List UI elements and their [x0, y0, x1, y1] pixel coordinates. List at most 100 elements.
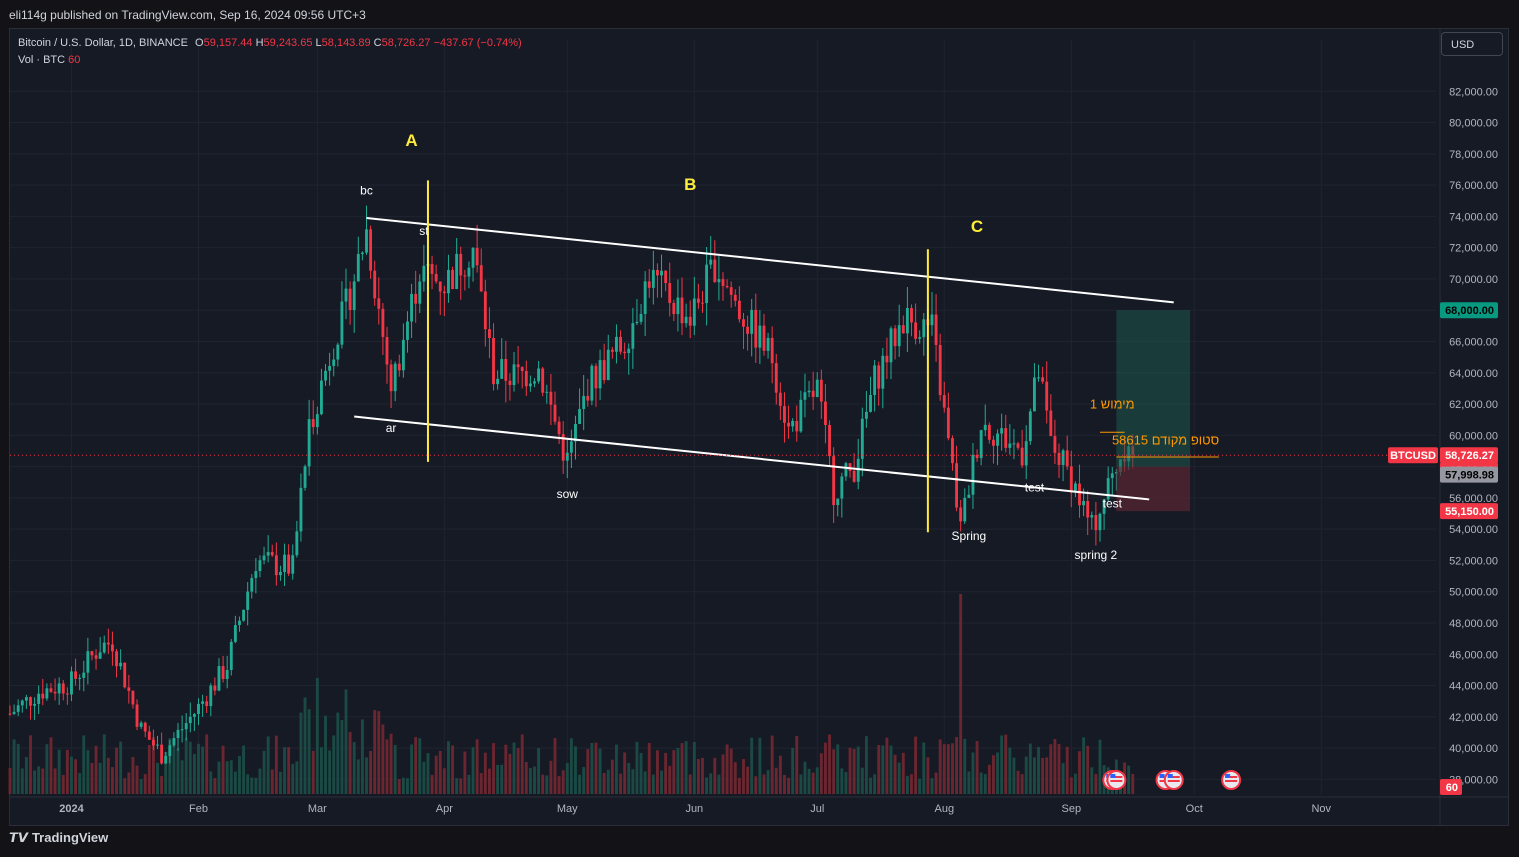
volume-bar [889, 745, 893, 794]
x-tick-label: 2024 [59, 803, 84, 815]
candle-body [639, 313, 643, 322]
candle-body [983, 424, 987, 431]
volume-bar [459, 778, 463, 794]
volume-bar [680, 743, 684, 794]
candle-body [1061, 450, 1065, 466]
volume-bar [955, 736, 959, 794]
volume-bar [860, 767, 864, 794]
volume-bar [250, 777, 254, 794]
volume-bar [176, 748, 180, 794]
candle-body [533, 381, 536, 384]
volume-bar [123, 778, 127, 794]
candle-body [430, 264, 434, 274]
volume-bar [172, 738, 176, 794]
volume-bar [946, 744, 950, 794]
candle-body [1102, 499, 1106, 514]
currency-button[interactable]: USD [1441, 32, 1503, 56]
volume-bar [1082, 737, 1086, 794]
volume-label[interactable]: Vol · BTC [18, 54, 66, 66]
candle-body [41, 693, 45, 699]
volume-bar [905, 775, 909, 794]
volume-bar [516, 748, 520, 794]
x-tick-label: Oct [1186, 803, 1203, 815]
candle-body [856, 458, 860, 482]
symbol-name[interactable]: Bitcoin / U.S. Dollar, 1D, BINANCE [18, 37, 188, 49]
flag-stripe [1167, 776, 1180, 778]
candle-body [217, 666, 221, 691]
volume-bar [201, 746, 205, 794]
candle-body [824, 401, 827, 425]
volume-bar [762, 774, 766, 794]
volume-bar [1037, 747, 1040, 794]
volume-bar [270, 769, 274, 794]
candle-body [737, 300, 741, 320]
candle-body [250, 578, 254, 592]
candle-body [508, 380, 512, 386]
candle-body [1028, 411, 1032, 442]
candle-body [65, 693, 69, 695]
volume-bar [811, 772, 815, 794]
volume-bar [291, 763, 295, 794]
candle-body [783, 405, 786, 423]
candle-body [799, 399, 803, 432]
candle-body [188, 716, 192, 724]
chart-pane[interactable] [9, 28, 1509, 826]
volume-bar [168, 738, 172, 794]
flag-canton [1167, 774, 1173, 778]
volume-bar [164, 751, 168, 794]
candle-body [406, 321, 409, 340]
volume-bar [229, 760, 233, 794]
candle-body [1078, 483, 1081, 506]
candle-body [1045, 381, 1049, 411]
volume-bar [803, 761, 807, 794]
volume-bar [979, 772, 983, 794]
low-value: 58,143.89 [321, 37, 371, 49]
x-tick-label: Apr [436, 803, 453, 815]
volume-bar [70, 756, 73, 794]
y-tick-label: 46,000.00 [1449, 649, 1498, 661]
candle-body [106, 642, 110, 645]
candle-body [1004, 428, 1008, 448]
candle-body [1082, 500, 1086, 506]
published-caption: eli114g published on TradingView.com, Se… [9, 8, 366, 22]
volume-bar [508, 753, 512, 794]
candle-body [90, 651, 94, 656]
candle-body [668, 283, 672, 303]
candle-body [688, 316, 692, 326]
volume-bar [664, 752, 668, 794]
volume-bar [881, 745, 885, 794]
candle-body [24, 697, 28, 701]
candle-body [610, 349, 614, 352]
candle-body [344, 288, 348, 302]
volume-bar [569, 738, 573, 794]
flag-canton [1110, 774, 1116, 778]
candle-body [262, 555, 266, 561]
candle-body [864, 411, 868, 419]
candle-body [574, 423, 577, 442]
y-tick-label: 50,000.00 [1449, 587, 1498, 599]
candle-body [647, 281, 651, 288]
candle-body [569, 441, 573, 453]
volume-bar [914, 736, 918, 794]
volume-bar [336, 712, 340, 794]
volume-bar [311, 750, 315, 794]
volume-bar [209, 771, 213, 794]
candle-body [955, 463, 959, 508]
volume-bar [16, 743, 20, 794]
flag-canton [1225, 774, 1231, 778]
candle-body [869, 395, 872, 412]
candle-body [299, 487, 303, 532]
y-tick-label: 82,000.00 [1449, 86, 1498, 98]
candle-body [135, 704, 139, 727]
annotation-label: spring 2 [1075, 548, 1118, 562]
candle-body [463, 275, 467, 277]
volume-bar [586, 749, 590, 794]
volume-bar [111, 767, 114, 794]
volume-bar [647, 742, 651, 794]
candle-body [541, 368, 545, 393]
candle-body [12, 711, 16, 714]
candle-body [787, 422, 790, 427]
volume-bar [1098, 739, 1102, 794]
candle-body [828, 424, 831, 457]
